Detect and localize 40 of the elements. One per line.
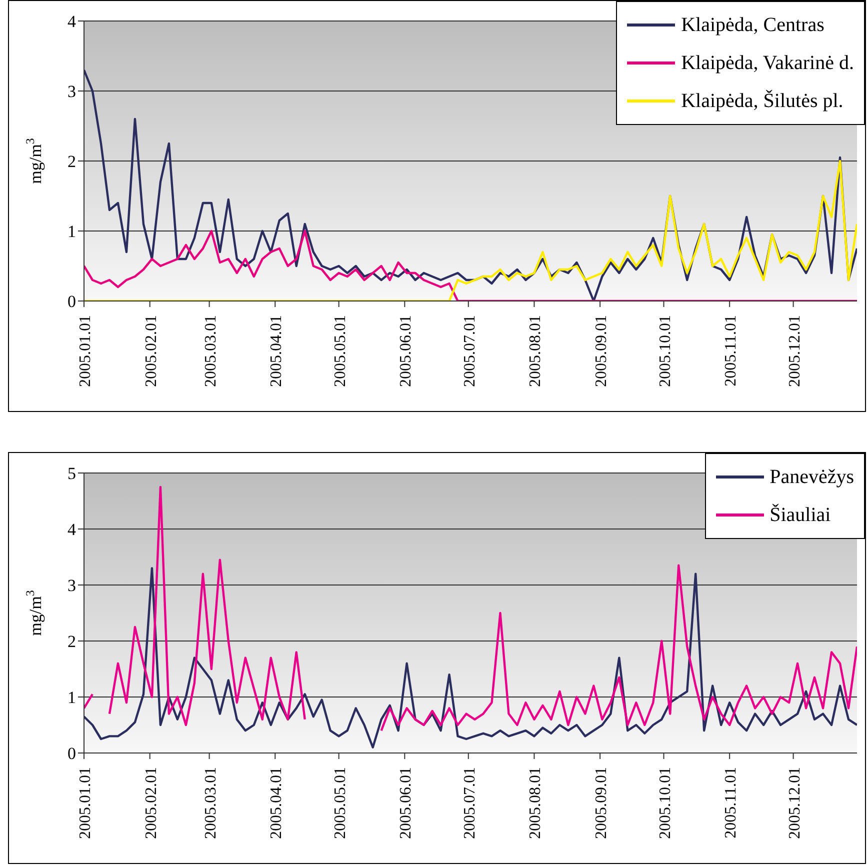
- x-tick-label: 2005.01.01: [77, 315, 94, 387]
- x-tick-label: 2005.02.01: [142, 315, 160, 387]
- x-tick-label: 2005.06.01: [398, 767, 415, 839]
- x-tick-label: 2005.02.01: [142, 767, 160, 839]
- y-tick-label: 3: [68, 576, 76, 596]
- y-tick-label: 5: [68, 464, 76, 484]
- x-tick-label: 2005.08.01: [527, 315, 544, 387]
- x-tick-label: 2005.05.01: [332, 767, 349, 839]
- x-tick-label: 2005.10.01: [656, 315, 674, 387]
- y-tick-label: 2: [68, 632, 76, 652]
- x-tick-label: 2005.09.01: [593, 767, 610, 839]
- x-tick-label: 2005.06.01: [398, 315, 415, 387]
- y-tick-label: 2: [68, 152, 76, 172]
- x-tick-label: 2005.11.01: [722, 315, 740, 386]
- x-tick-label: 2005.05.01: [332, 315, 349, 387]
- legend-label: Panevėžys: [770, 466, 854, 488]
- x-tick-label: 2005.03.01: [202, 767, 220, 839]
- y-tick-label: 4: [68, 520, 76, 540]
- x-tick-label: 2005.07.01: [461, 767, 478, 839]
- x-tick-label: 2005.08.01: [527, 767, 544, 839]
- y-tick-label: 1: [68, 222, 76, 242]
- x-tick-label: 2005.07.01: [461, 315, 478, 387]
- x-tick-label: 2005.11.01: [722, 767, 740, 838]
- x-tick-label: 2005.03.01: [202, 315, 220, 387]
- y-tick-label: 4: [68, 12, 76, 32]
- x-tick-label: 2005.04.01: [268, 315, 286, 387]
- y-tick-label: 0: [68, 744, 76, 764]
- legend-label: Šiauliai: [770, 504, 831, 526]
- x-tick-label: 2005.09.01: [593, 315, 610, 387]
- x-tick-label: 2005.12.01: [786, 767, 804, 839]
- legend-label: Klaipėda, Centras: [681, 14, 824, 36]
- x-tick-label: 2005.10.01: [656, 767, 674, 839]
- x-tick-label: 2005.04.01: [268, 767, 286, 839]
- x-tick-label: 2005.12.01: [786, 315, 804, 387]
- legend-label: Klaipėda, Vakarinė d.: [681, 52, 854, 74]
- legend-label: Klaipėda, Šilutės pl.: [681, 90, 844, 112]
- y-tick-label: 0: [68, 292, 76, 312]
- y-tick-label: 1: [68, 688, 76, 708]
- x-tick-label: 2005.01.01: [77, 767, 94, 839]
- y-tick-label: 3: [68, 82, 76, 102]
